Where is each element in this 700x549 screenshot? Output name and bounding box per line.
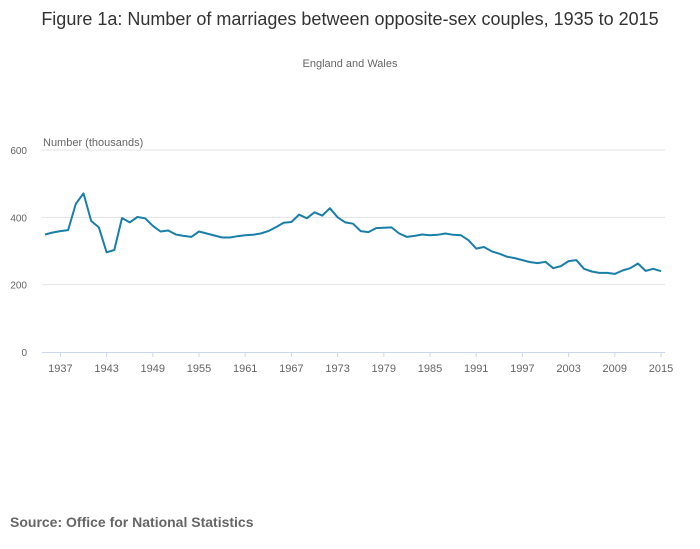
x-tick-label: 1985	[418, 363, 442, 375]
x-tick-label: 1991	[464, 363, 488, 375]
x-tick-label: 1937	[48, 363, 72, 375]
y-tick-label: 0	[21, 348, 27, 359]
source-note: Source: Office for National Statistics	[10, 514, 254, 530]
x-tick-label: 2003	[556, 363, 580, 375]
x-tick-label: 2015	[649, 363, 673, 375]
x-tick-label: 2009	[603, 363, 627, 375]
x-tick-label: 1973	[325, 363, 349, 375]
chart-subtitle: England and Wales	[302, 58, 398, 70]
x-tick-label: 1961	[233, 363, 257, 375]
chart-title: Figure 1a: Number of marriages between o…	[41, 9, 659, 29]
y-tick-label: 400	[10, 213, 27, 224]
x-tick-label: 1955	[187, 363, 211, 375]
y-tick-label: 200	[10, 281, 27, 292]
x-tick-label: 1967	[279, 363, 303, 375]
x-tick-label: 1943	[94, 363, 118, 375]
series-line	[44, 192, 662, 275]
x-tick-label: 1979	[372, 363, 396, 375]
x-tick-label: 1997	[510, 363, 534, 375]
x-tick-label: 1949	[141, 363, 165, 375]
y-axis-label: Number (thousands)	[43, 137, 143, 149]
y-tick-label: 600	[10, 146, 27, 157]
